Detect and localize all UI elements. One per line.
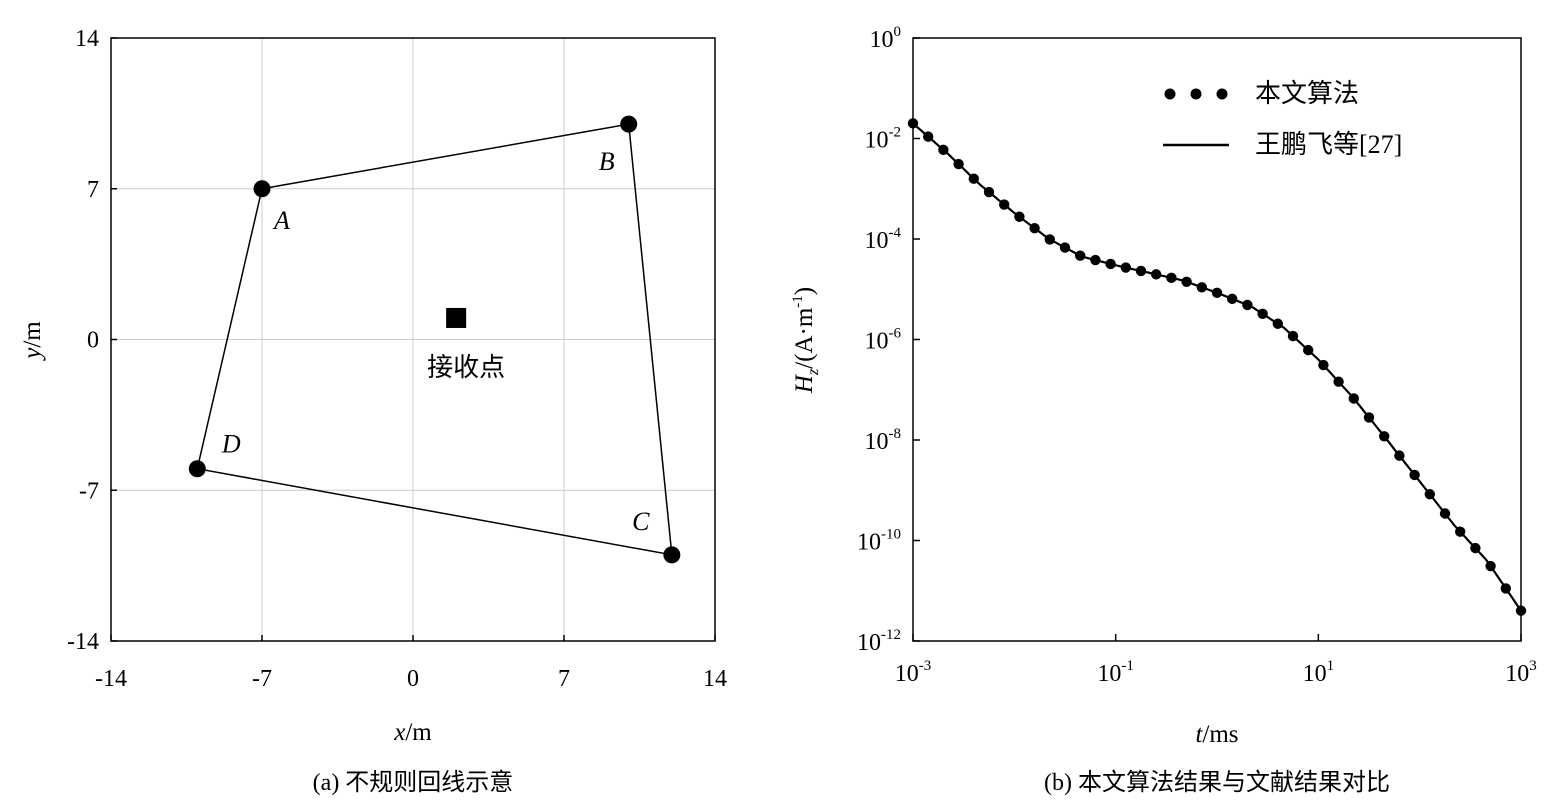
data-point — [923, 131, 934, 142]
data-point — [1287, 330, 1299, 342]
data-point — [1363, 412, 1375, 423]
y-tick-label: 10-2 — [865, 125, 902, 154]
data-point — [1105, 258, 1116, 270]
data-point — [1348, 393, 1360, 404]
data-point — [1470, 542, 1481, 554]
data-point — [907, 118, 919, 129]
panel-b-plot-frame — [912, 37, 1522, 642]
data-point — [1455, 526, 1466, 537]
x-tick-label: 7 — [558, 666, 570, 692]
x-tick-label: -7 — [252, 666, 272, 692]
data-point — [999, 199, 1010, 210]
y-tick-label: 14 — [75, 26, 99, 52]
data-point — [938, 144, 949, 156]
vertex-label: D — [221, 430, 241, 459]
data-point — [968, 173, 979, 184]
y-tick-label: 0 — [87, 328, 99, 354]
data-point — [1029, 222, 1040, 234]
vertex-marker — [188, 460, 206, 478]
vertex-marker — [663, 546, 681, 564]
data-point — [1151, 269, 1162, 280]
y-tick-label: 10-8 — [865, 426, 902, 455]
data-point — [1135, 265, 1147, 277]
y-tick-label: 10-6 — [865, 326, 902, 355]
y-tick-label: -7 — [79, 478, 99, 504]
vertex-marker — [620, 115, 638, 133]
data-point — [1409, 469, 1420, 481]
vertex-label: B — [599, 147, 615, 176]
data-point — [1181, 276, 1192, 287]
series-dots-this-paper — [907, 118, 1527, 616]
data-point — [1014, 211, 1025, 222]
legend-dot-marker — [1216, 88, 1228, 100]
data-point — [1515, 605, 1527, 616]
y-tick-label: 100 — [870, 24, 902, 53]
x-tick-label: 10-3 — [895, 658, 932, 687]
panel-a-caption: (a) 不规则回线示意 — [313, 769, 514, 796]
x-tick-label: 101 — [1303, 658, 1335, 687]
data-point — [1166, 272, 1177, 284]
panel-b: 10-3 10-1 101 103 100 10-2 10-4 10-6 10-8 10-10 10… — [790, 24, 1537, 796]
data-point — [1257, 308, 1268, 320]
y-tick-label: 10-12 — [857, 627, 901, 656]
x-tick-label: 10-1 — [1097, 658, 1134, 687]
data-point — [1318, 359, 1329, 371]
data-point — [1242, 299, 1253, 311]
legend-dot-marker — [1164, 88, 1176, 100]
legend: 本文算法 王鹏飞等[27] — [1163, 79, 1402, 159]
vertex-marker — [253, 180, 271, 198]
x-tick-label: 103 — [1505, 658, 1537, 687]
receiver-label: 接收点 — [427, 353, 505, 382]
x-tick-label: 0 — [407, 666, 419, 692]
data-point — [983, 186, 995, 198]
y-tick-label: 10-10 — [857, 527, 901, 556]
series-line-reference — [912, 122, 1522, 612]
data-point — [1272, 318, 1284, 329]
panel-a-x-axis-label: x/m — [393, 719, 432, 746]
data-point — [1227, 293, 1238, 305]
data-point — [1500, 583, 1512, 594]
data-point — [1379, 431, 1390, 442]
legend-label-this-paper: 本文算法 — [1255, 79, 1359, 108]
vertex-label: A — [272, 206, 290, 235]
y-tick-label: -14 — [67, 629, 99, 655]
loop-vertices: A B C D — [188, 115, 681, 564]
receiver-marker — [446, 307, 467, 328]
vertex-label: C — [632, 507, 650, 536]
data-point — [1075, 250, 1086, 261]
x-tick-label: 14 — [703, 666, 727, 692]
data-point — [953, 158, 964, 170]
panel-b-ticks: 10-3 10-1 101 103 100 10-2 10-4 10-6 10-8 10-10 10… — [857, 24, 1537, 687]
panel-a-y-axis-label: y/m — [19, 321, 46, 362]
data-point — [1090, 254, 1101, 266]
data-point — [1196, 282, 1208, 293]
panel-b-y-axis-label: Hz/(A·m-1) — [790, 287, 822, 394]
y-tick-label: 10-4 — [865, 225, 902, 254]
data-point — [1394, 450, 1405, 461]
data-point — [1211, 287, 1223, 298]
panel-a: -14 -7 0 7 14 14 7 0 -7 -14 A B C D 接收点 x/m y/m (a) … — [19, 26, 727, 796]
panel-b-x-axis-label: t/ms — [1195, 721, 1238, 748]
data-point — [1333, 376, 1344, 387]
legend-dot-marker — [1190, 88, 1202, 100]
panel-a-ticks: -14 -7 0 7 14 14 7 0 -7 -14 — [67, 26, 727, 692]
data-point — [1424, 489, 1436, 500]
data-point — [1485, 560, 1496, 572]
data-point — [1044, 234, 1056, 245]
legend-label-reference: 王鹏飞等[27] — [1255, 130, 1402, 159]
x-tick-label: -14 — [95, 666, 127, 692]
data-point — [1059, 242, 1071, 253]
data-point — [1120, 262, 1132, 273]
data-point — [1439, 508, 1451, 519]
panel-b-caption: (b) 本文算法结果与文献结果对比 — [1044, 769, 1390, 796]
data-point — [1303, 344, 1314, 356]
y-tick-label: 7 — [87, 177, 99, 203]
